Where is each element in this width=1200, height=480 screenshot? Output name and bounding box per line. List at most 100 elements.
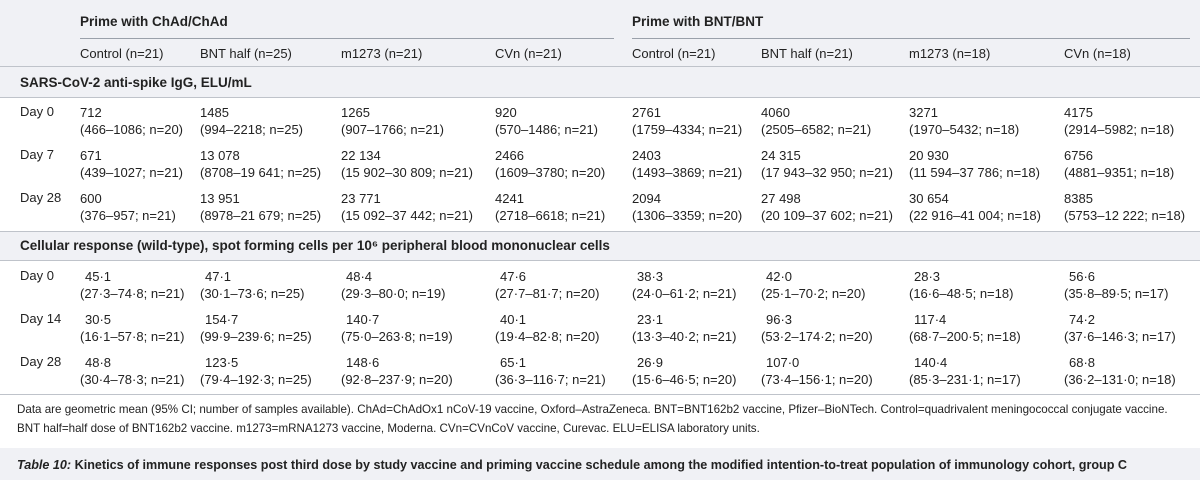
cell-value: 47·1 [205, 269, 232, 284]
cell-interval: (466–1086; n=20) [80, 122, 184, 137]
divider [0, 394, 1200, 395]
cell-interval: (36·3–116·7; n=21) [495, 372, 606, 387]
cell-interval: (15 092–37 442; n=21) [341, 208, 473, 223]
group-rule-chad [80, 38, 614, 39]
column-header: CVn (n=18) [1064, 46, 1131, 61]
cell-interval: (1970–5432; n=18) [909, 122, 1020, 137]
cell-interval: (85·3–231·1; n=17) [909, 372, 1021, 387]
row-day-label: Day 28 [20, 190, 62, 205]
cell-interval: (1609–3780; n=20) [495, 165, 606, 180]
section-header-cellular: Cellular response (wild-type), spot form… [0, 232, 1200, 260]
cell-interval: (2914–5982; n=18) [1064, 122, 1175, 137]
cell-value: 123·5 [205, 355, 239, 370]
cell-interval: (27·3–74·8; n=21) [80, 286, 185, 301]
column-header: CVn (n=21) [495, 46, 562, 61]
cell-interval: (37·6–146·3; n=17) [1064, 329, 1176, 344]
cell-interval: (30·4–78·3; n=21) [80, 372, 185, 387]
table-cell: 140·4 (85·3–231·1; n=17) [909, 354, 1021, 388]
cell-interval: (20 109–37 602; n=21) [761, 208, 893, 223]
cell-value: 4060 [761, 105, 790, 120]
column-header: m1273 (n=21) [341, 46, 423, 61]
cell-value: 22 134 [341, 148, 381, 163]
table-cell: 2466 (1609–3780; n=20) [495, 147, 605, 181]
column-header: Control (n=21) [80, 46, 164, 61]
cell-value: 107·0 [766, 355, 800, 370]
section-header-igg: SARS-CoV-2 anti-spike IgG, ELU/mL [0, 67, 1200, 97]
cell-interval: (8978–21 679; n=25) [200, 208, 322, 223]
caption-band [0, 448, 1200, 480]
cell-interval: (13·3–40·2; n=21) [632, 329, 737, 344]
group-header-bnt: Prime with BNT/BNT [632, 14, 764, 29]
cell-value: 96·3 [766, 312, 793, 327]
table-cell: 107·0 (73·4–156·1; n=20) [761, 354, 873, 388]
row-day-label: Day 7 [20, 147, 54, 162]
cell-interval: (8708–19 641; n=25) [200, 165, 322, 180]
cell-interval: (25·1–70·2; n=20) [761, 286, 866, 301]
cell-interval: (73·4–156·1; n=20) [761, 372, 873, 387]
cell-interval: (4881–9351; n=18) [1064, 165, 1175, 180]
table-cell: 48·4 (29·3–80·0; n=19) [341, 268, 445, 302]
cell-value: 600 [80, 191, 102, 206]
table-cell: 30·5 (16·1–57·8; n=21) [80, 311, 184, 345]
cell-interval: (2505–6582; n=21) [761, 122, 872, 137]
cell-value: 68·8 [1069, 355, 1096, 370]
cell-value: 8385 [1064, 191, 1093, 206]
table-cell: 65·1 (36·3–116·7; n=21) [495, 354, 606, 388]
table-cell: 40·1 (19·4–82·8; n=20) [495, 311, 599, 345]
table-cell: 27 498 (20 109–37 602; n=21) [761, 190, 893, 224]
table-cell: 3271 (1970–5432; n=18) [909, 104, 1019, 138]
table-cell: 26·9 (15·6–46·5; n=20) [632, 354, 736, 388]
table-cell: 4175 (2914–5982; n=18) [1064, 104, 1174, 138]
table-cell: 68·8 (36·2–131·0; n=18) [1064, 354, 1176, 388]
cell-interval: (22 916–41 004; n=18) [909, 208, 1041, 223]
cell-value: 671 [80, 148, 102, 163]
cell-value: 3271 [909, 105, 938, 120]
cell-value: 23 771 [341, 191, 381, 206]
cell-interval: (35·8–89·5; n=17) [1064, 286, 1169, 301]
cell-interval: (68·7–200·5; n=18) [909, 329, 1021, 344]
table-cell: 148·6 (92·8–237·9; n=20) [341, 354, 453, 388]
cell-value: 1485 [200, 105, 229, 120]
cell-interval: (29·3–80·0; n=19) [341, 286, 446, 301]
caption-label: Table 10: [17, 458, 72, 472]
cell-value: 42·0 [766, 269, 793, 284]
cell-interval: (99·9–239·6; n=25) [200, 329, 312, 344]
divider [0, 231, 1200, 232]
table-cell: 8385 (5753–12 222; n=18) [1064, 190, 1185, 224]
cell-value: 2403 [632, 148, 661, 163]
table-footnote: Data are geometric mean (95% CI; number … [17, 403, 1168, 435]
cell-value: 140·7 [346, 312, 380, 327]
cell-interval: (994–2218; n=25) [200, 122, 304, 137]
cell-value: 30 654 [909, 191, 949, 206]
cell-interval: (2718–6618; n=21) [495, 208, 606, 223]
cell-interval: (16·1–57·8; n=21) [80, 329, 185, 344]
cell-interval: (15·6–46·5; n=20) [632, 372, 737, 387]
cell-value: 2466 [495, 148, 524, 163]
cell-interval: (15 902–30 809; n=21) [341, 165, 473, 180]
divider [0, 66, 1200, 67]
table-cell: 13 951 (8978–21 679; n=25) [200, 190, 321, 224]
table-cell: 1485 (994–2218; n=25) [200, 104, 303, 138]
divider [0, 260, 1200, 261]
column-header: Control (n=21) [632, 46, 716, 61]
group-header-chad: Prime with ChAd/ChAd [80, 14, 228, 29]
table-cell: 6756 (4881–9351; n=18) [1064, 147, 1174, 181]
table-cell: 117·4 (68·7–200·5; n=18) [909, 311, 1021, 345]
cell-interval: (11 594–37 786; n=18) [909, 165, 1040, 180]
cell-interval: (53·2–174·2; n=20) [761, 329, 873, 344]
cell-value: 65·1 [500, 355, 527, 370]
table-cell: 96·3 (53·2–174·2; n=20) [761, 311, 873, 345]
group-rule-bnt [632, 38, 1190, 39]
column-header: BNT half (n=25) [200, 46, 292, 61]
table-cell: 22 134 (15 902–30 809; n=21) [341, 147, 473, 181]
cell-interval: (75·0–263·8; n=19) [341, 329, 453, 344]
cell-value: 4241 [495, 191, 524, 206]
table-cell: 1265 (907–1766; n=21) [341, 104, 444, 138]
cell-interval: (5753–12 222; n=18) [1064, 208, 1186, 223]
table-cell: 4060 (2505–6582; n=21) [761, 104, 871, 138]
cell-value: 920 [495, 105, 517, 120]
cell-value: 48·8 [85, 355, 112, 370]
table-cell: 24 315 (17 943–32 950; n=21) [761, 147, 893, 181]
table-cell: 28·3 (16·6–48·5; n=18) [909, 268, 1013, 302]
table-cell: 20 930 (11 594–37 786; n=18) [909, 147, 1040, 181]
